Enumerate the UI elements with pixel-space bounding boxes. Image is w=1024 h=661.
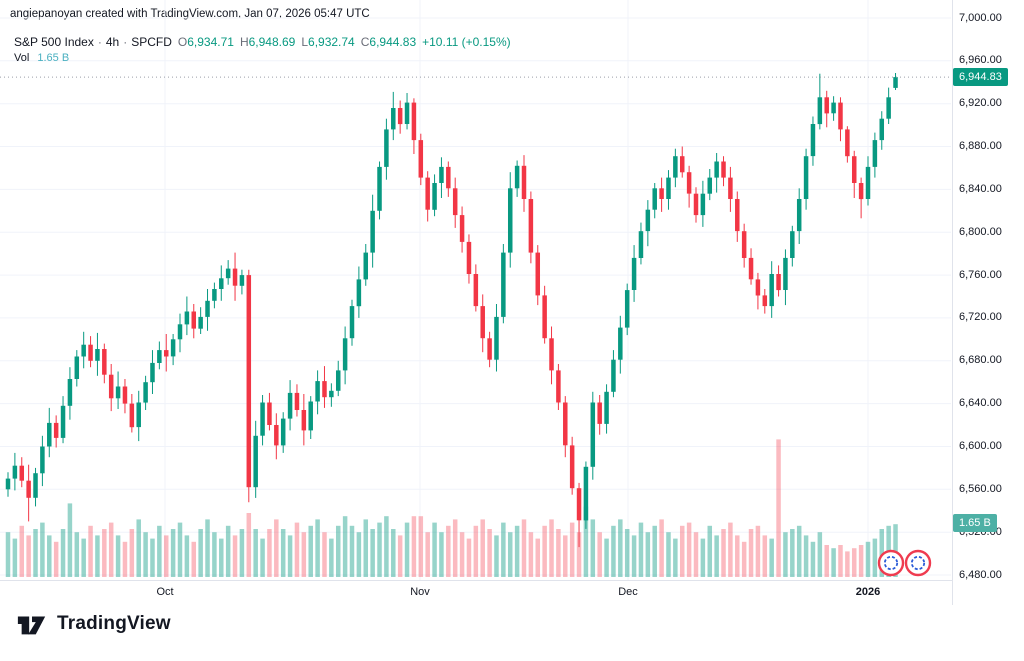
brand-name[interactable]: TradingView xyxy=(57,613,171,634)
legend-ohlc-item: C6,944.83 xyxy=(360,35,417,49)
price-axis-label: 6,960.00 xyxy=(959,54,1002,67)
footer: TradingView xyxy=(16,608,171,640)
interval-label[interactable]: 4h xyxy=(105,35,120,49)
candles xyxy=(5,73,898,548)
legend-separator: · xyxy=(97,35,102,49)
price-axis-label: 6,560.00 xyxy=(959,482,1002,495)
grid-lines xyxy=(0,0,951,580)
price-axis-label: 6,920.00 xyxy=(959,97,1002,110)
time-axis-label: Nov xyxy=(410,586,430,598)
volume-label: Vol xyxy=(14,52,30,64)
volume-badge: 1.65 B xyxy=(953,514,997,532)
volume-value: 1.65 B xyxy=(37,52,70,64)
legend-ohlc-item: O6,934.71 xyxy=(177,35,234,49)
time-axis-label: 2026 xyxy=(855,586,881,598)
watermark-text: angiepanoyan created with TradingView.co… xyxy=(10,8,370,20)
tradingview-logo-icon[interactable] xyxy=(16,608,48,640)
emoji-sticker-icon[interactable] xyxy=(904,549,932,577)
price-axis-label: 6,480.00 xyxy=(959,568,1002,581)
symbol-title[interactable]: S&P 500 Index xyxy=(14,35,94,49)
price-axis-label: 7,000.00 xyxy=(959,11,1002,24)
price-axis-label: 6,640.00 xyxy=(959,397,1002,410)
price-axis-label: 6,800.00 xyxy=(959,225,1002,238)
price-axis-label: 6,880.00 xyxy=(959,140,1002,153)
axis-divider xyxy=(0,580,1024,581)
last-price-badge: 6,944.83 xyxy=(953,68,1008,87)
emoji-sticker-icon[interactable] xyxy=(877,549,905,577)
exchange-label: SPCFD xyxy=(131,35,172,49)
volume-legend: Vol 1.65 B xyxy=(14,52,69,64)
price-axis-label: 6,600.00 xyxy=(959,439,1002,452)
price-axis-label: 6,760.00 xyxy=(959,268,1002,281)
price-axis-label: 6,840.00 xyxy=(959,182,1002,195)
time-axis-label: Dec xyxy=(618,586,638,598)
price-axis[interactable]: 7,000.00 6,960.00 6,920.00 6,880.00 6,840.00… xyxy=(952,0,1024,605)
volume-bars xyxy=(5,439,898,577)
legend-separator: · xyxy=(123,35,128,49)
legend-ohlc-item: H6,948.69 xyxy=(239,35,296,49)
chart-legend: S&P 500 Index · 4h · SPCFD O6,934.71 H6,9… xyxy=(14,35,511,49)
price-axis-label: 6,720.00 xyxy=(959,311,1002,324)
price-axis-label: 6,680.00 xyxy=(959,354,1002,367)
legend-ohlc-item: L6,932.74 xyxy=(301,35,355,49)
legend-change: +10.11 (+0.15%) xyxy=(422,35,511,49)
emoji-sticker-pair[interactable] xyxy=(876,548,934,583)
time-axis[interactable]: Oct Nov Dec 2026 xyxy=(0,581,952,605)
time-axis-label: Oct xyxy=(156,586,174,598)
legend-ohlc: O6,934.71 H6,948.69 L6,932.74 C6,944.83 xyxy=(172,35,416,49)
chart-canvas[interactable] xyxy=(0,0,952,581)
